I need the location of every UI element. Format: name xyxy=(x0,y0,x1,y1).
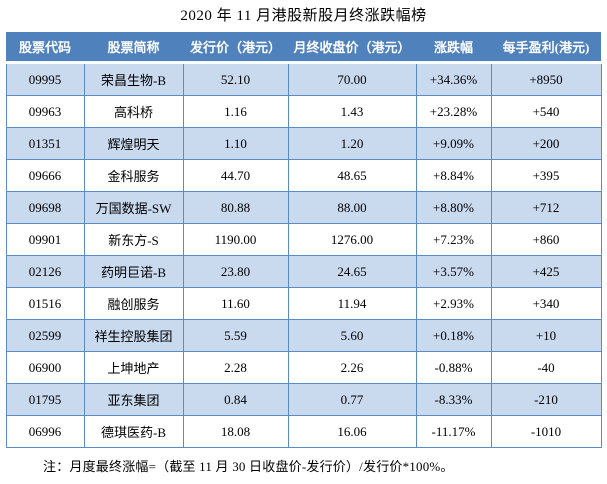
table-row: 01795 亚东集团 0.84 0.77 -8.33% -210 xyxy=(5,383,602,416)
cell-stock-code: 01516 xyxy=(5,287,85,320)
cell-change: +0.18% xyxy=(415,319,492,352)
cell-profit: -1010 xyxy=(490,415,602,448)
cell-stock-name: 辉煌明天 xyxy=(83,127,184,160)
cell-close-price: 1.43 xyxy=(287,95,417,128)
cell-profit: +425 xyxy=(490,255,602,288)
cell-profit: +395 xyxy=(490,159,602,192)
header-row: 股票代码 股票简称 发行价（港元） 月终收盘价（港元） 涨跌幅 每手盈利(港元) xyxy=(6,32,601,64)
cell-stock-code: 09995 xyxy=(5,62,85,96)
header-profit: 每手盈利(港元) xyxy=(491,32,601,64)
cell-issue-price: 23.80 xyxy=(182,255,289,288)
cell-stock-code: 06900 xyxy=(5,351,85,384)
cell-stock-name: 新东方-S xyxy=(83,223,184,256)
cell-issue-price: 52.10 xyxy=(182,62,289,96)
cell-close-price: 24.65 xyxy=(287,255,417,288)
header-change: 涨跌幅 xyxy=(416,32,491,64)
cell-stock-name: 万国数据-SW xyxy=(83,191,184,224)
cell-change: -11.17% xyxy=(415,415,492,448)
cell-stock-name: 祥生控股集团 xyxy=(83,319,184,352)
cell-profit: +860 xyxy=(490,223,602,256)
cell-stock-name: 上坤地产 xyxy=(83,351,184,384)
cell-stock-name: 高科桥 xyxy=(83,95,184,128)
footnote: 注：月度最终涨幅=（截至 11 月 30 日收盘价-发行价）/发行价*100%。 xyxy=(43,459,454,474)
cell-stock-name: 药明巨诺-B xyxy=(83,255,184,288)
cell-change: +9.09% xyxy=(415,127,492,160)
cell-issue-price: 1.10 xyxy=(182,127,289,160)
cell-stock-name: 荣昌生物-B xyxy=(83,62,184,96)
cell-change: +34.36% xyxy=(415,62,492,96)
cell-issue-price: 1.16 xyxy=(182,95,289,128)
table-row: 01351 辉煌明天 1.10 1.20 +9.09% +200 xyxy=(5,127,602,160)
cell-stock-code: 09666 xyxy=(5,159,85,192)
cell-issue-price: 44.70 xyxy=(182,159,289,192)
header-issue-price: 发行价（港元） xyxy=(183,32,288,64)
table-row: 02126 药明巨诺-B 23.80 24.65 +3.57% +425 xyxy=(5,255,602,288)
table-row: 02599 祥生控股集团 5.59 5.60 +0.18% +10 xyxy=(5,319,602,352)
stock-table: 股票代码 股票简称 发行价（港元） 月终收盘价（港元） 涨跌幅 每手盈利(港元)… xyxy=(5,32,602,448)
cell-close-price: 70.00 xyxy=(287,62,417,96)
cell-change: +8.80% xyxy=(415,191,492,224)
cell-profit: +8950 xyxy=(490,62,602,96)
table-row: 06996 德琪医药-B 18.08 16.06 -11.17% -1010 xyxy=(5,415,602,448)
cell-close-price: 16.06 xyxy=(287,415,417,448)
cell-stock-code: 01795 xyxy=(5,383,85,416)
cell-change: -8.33% xyxy=(415,383,492,416)
cell-close-price: 0.77 xyxy=(287,383,417,416)
cell-profit: +340 xyxy=(490,287,602,320)
cell-issue-price: 0.84 xyxy=(182,383,289,416)
header-stock-name: 股票简称 xyxy=(84,32,183,64)
cell-close-price: 1276.00 xyxy=(287,223,417,256)
cell-close-price: 88.00 xyxy=(287,191,417,224)
cell-profit: +540 xyxy=(490,95,602,128)
cell-stock-code: 02126 xyxy=(5,255,85,288)
cell-change: +23.28% xyxy=(415,95,492,128)
cell-close-price: 5.60 xyxy=(287,319,417,352)
cell-stock-name: 亚东集团 xyxy=(83,383,184,416)
cell-issue-price: 11.60 xyxy=(182,287,289,320)
table-row: 09698 万国数据-SW 80.88 88.00 +8.80% +712 xyxy=(5,191,602,224)
table-row: 09666 金科服务 44.70 48.65 +8.84% +395 xyxy=(5,159,602,192)
cell-close-price: 2.26 xyxy=(287,351,417,384)
cell-stock-name: 德琪医药-B xyxy=(83,415,184,448)
cell-issue-price: 18.08 xyxy=(182,415,289,448)
cell-change: +7.23% xyxy=(415,223,492,256)
cell-profit: -40 xyxy=(490,351,602,384)
table-row: 09995 荣昌生物-B 52.10 70.00 +34.36% +8950 xyxy=(5,62,602,96)
cell-issue-price: 5.59 xyxy=(182,319,289,352)
cell-change: +8.84% xyxy=(415,159,492,192)
cell-stock-name: 金科服务 xyxy=(83,159,184,192)
page-title: 2020 年 11 月港股新股月终涨跌幅榜 xyxy=(180,8,427,24)
cell-profit: +200 xyxy=(490,127,602,160)
cell-stock-code: 09901 xyxy=(5,223,85,256)
cell-profit: -210 xyxy=(490,383,602,416)
cell-issue-price: 80.88 xyxy=(182,191,289,224)
cell-stock-name: 融创服务 xyxy=(83,287,184,320)
cell-stock-code: 01351 xyxy=(5,127,85,160)
cell-stock-code: 06996 xyxy=(5,415,85,448)
table-row: 06900 上坤地产 2.28 2.26 -0.88% -40 xyxy=(5,351,602,384)
table-row: 01516 融创服务 11.60 11.94 +2.93% +340 xyxy=(5,287,602,320)
cell-change: +2.93% xyxy=(415,287,492,320)
cell-stock-code: 09698 xyxy=(5,191,85,224)
cell-change: +3.57% xyxy=(415,255,492,288)
cell-issue-price: 1190.00 xyxy=(182,223,289,256)
table-row: 09901 新东方-S 1190.00 1276.00 +7.23% +860 xyxy=(5,223,602,256)
cell-stock-code: 09963 xyxy=(5,95,85,128)
cell-profit: +712 xyxy=(490,191,602,224)
cell-profit: +10 xyxy=(490,319,602,352)
cell-change: -0.88% xyxy=(415,351,492,384)
cell-issue-price: 2.28 xyxy=(182,351,289,384)
header-stock-code: 股票代码 xyxy=(6,32,84,64)
cell-close-price: 48.65 xyxy=(287,159,417,192)
cell-close-price: 11.94 xyxy=(287,287,417,320)
table-row: 09963 高科桥 1.16 1.43 +23.28% +540 xyxy=(5,95,602,128)
cell-close-price: 1.20 xyxy=(287,127,417,160)
header-close-price: 月终收盘价（港元） xyxy=(288,32,416,64)
cell-stock-code: 02599 xyxy=(5,319,85,352)
